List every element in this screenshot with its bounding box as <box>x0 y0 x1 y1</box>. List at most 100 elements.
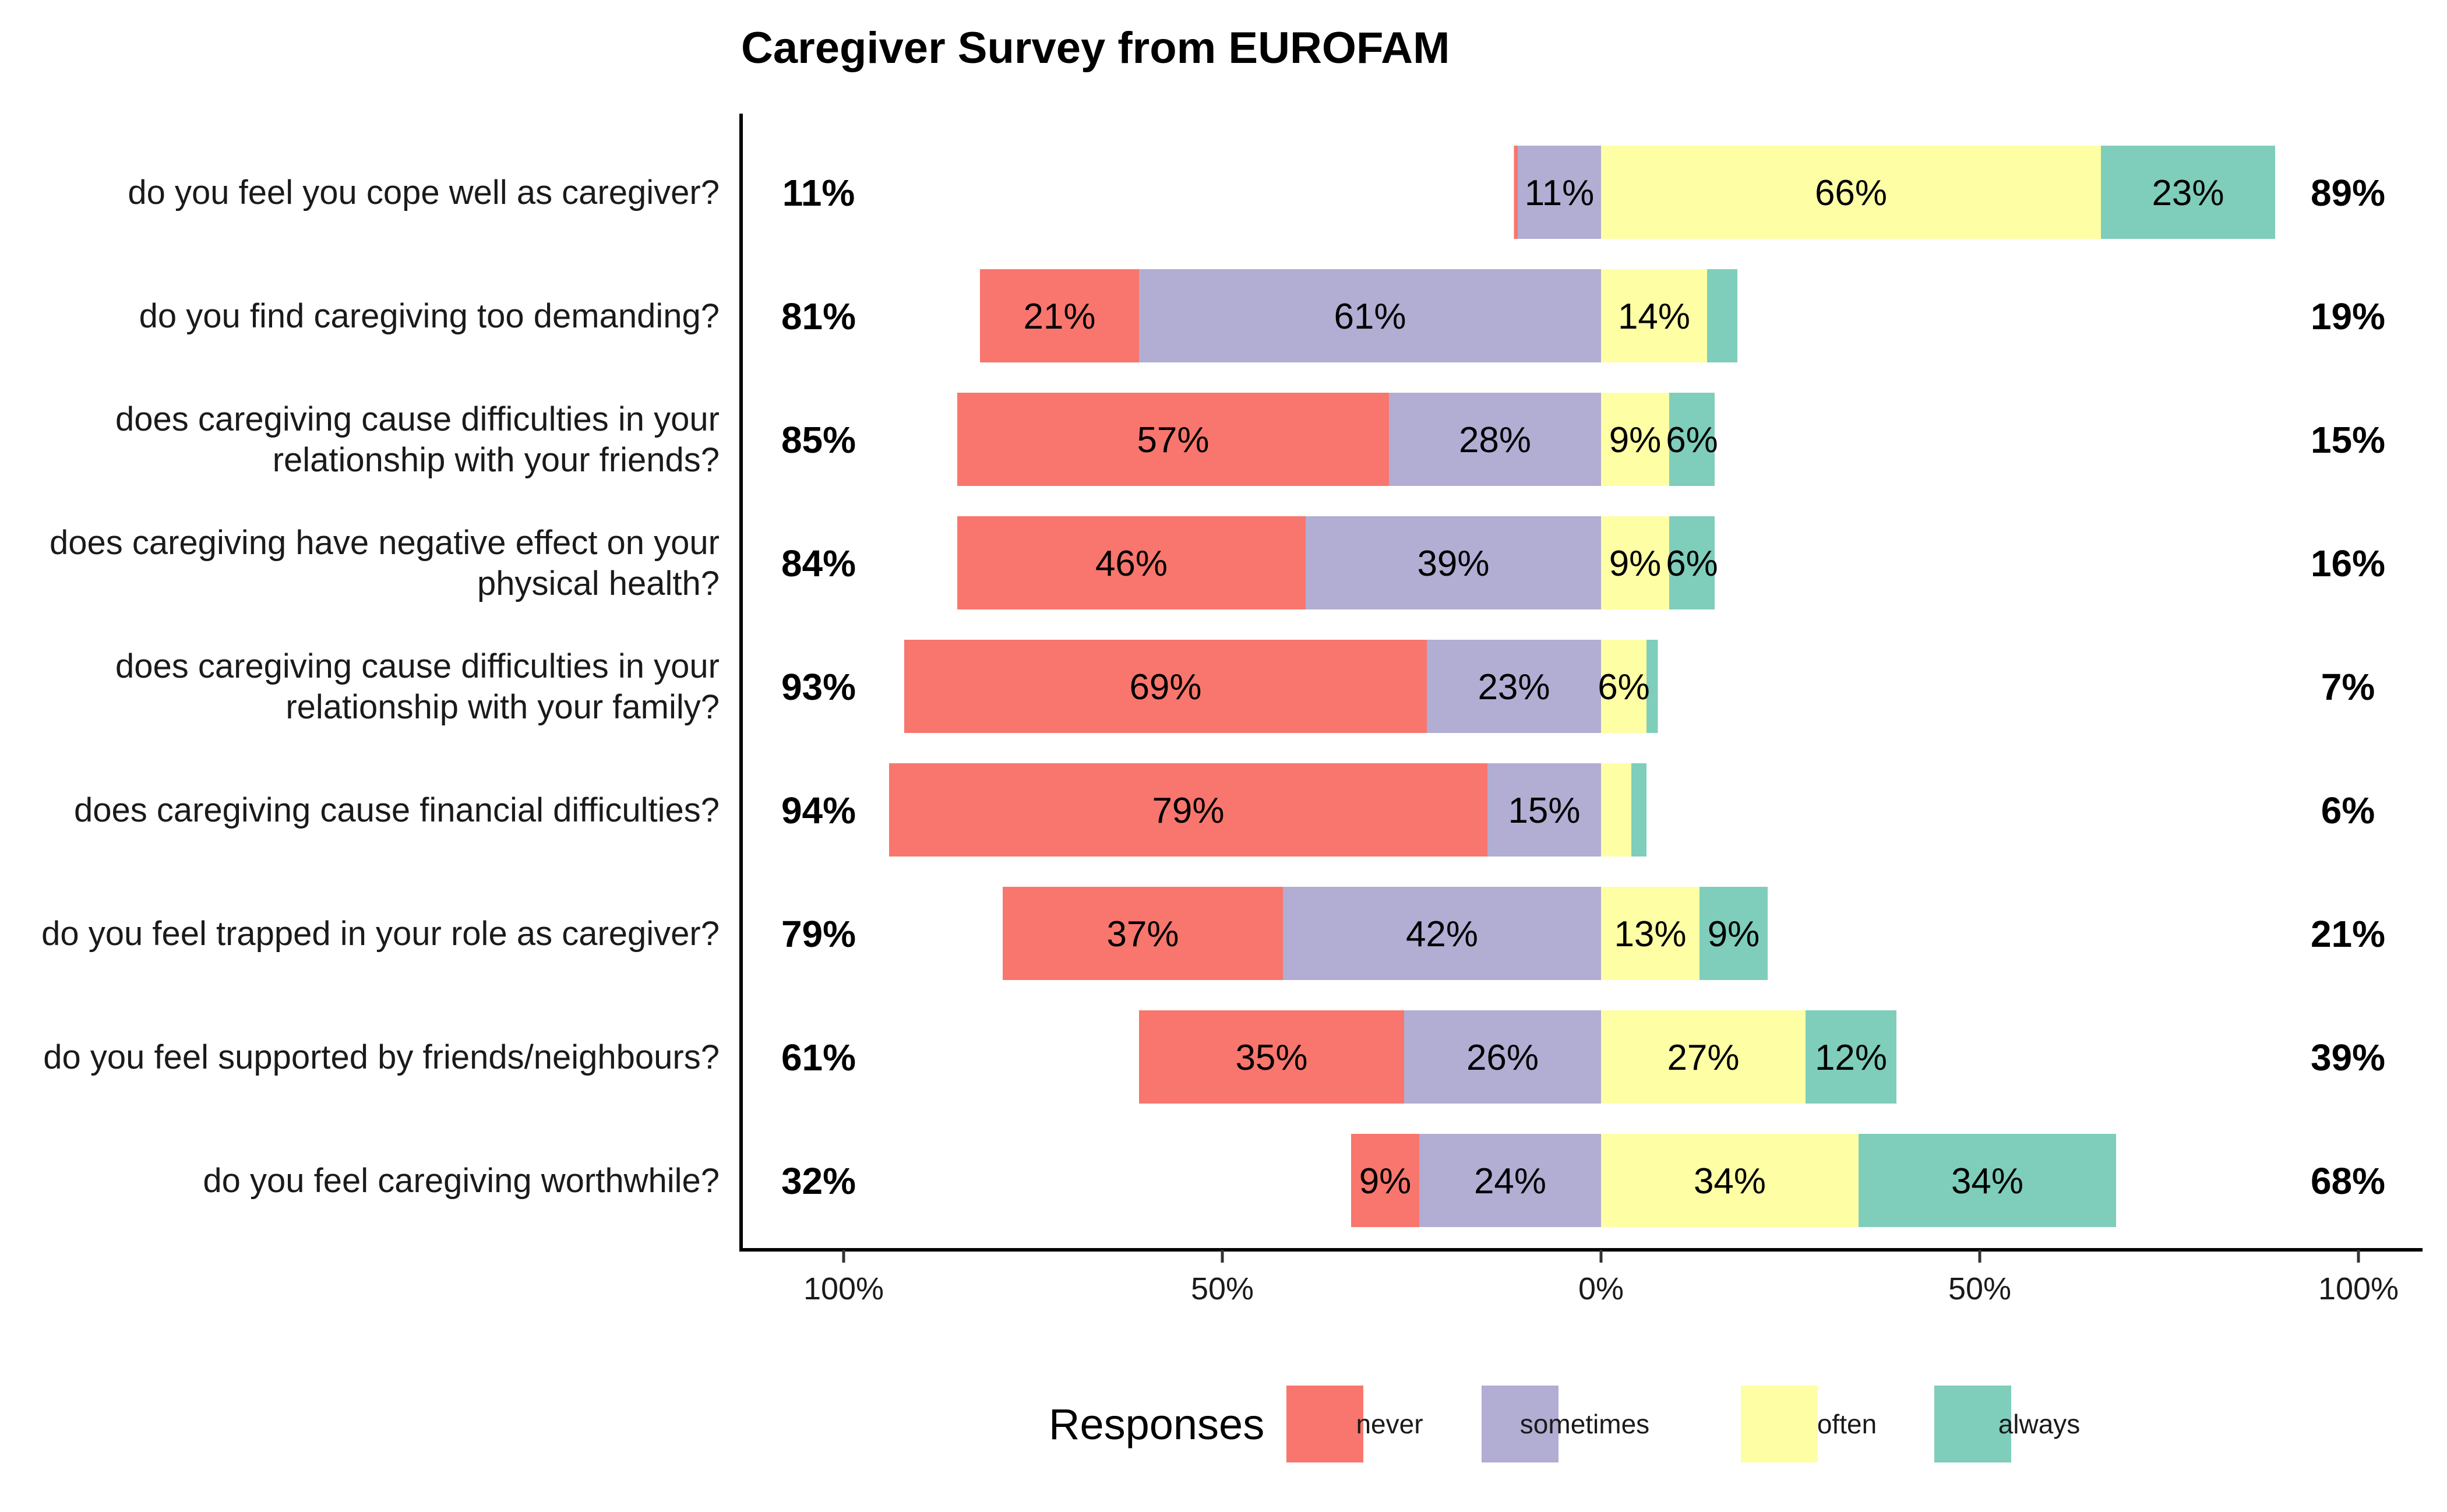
category-label: relationship with your friends? <box>273 441 720 479</box>
x-tick-label: 50% <box>1948 1271 2011 1306</box>
category-label: do you feel trapped in your role as care… <box>41 915 720 953</box>
axes-layer: 100% 50% 0% 50% 100% <box>739 114 2423 1306</box>
bar-always <box>1669 393 1715 486</box>
bar-never <box>1514 146 1518 239</box>
bar-label: 34% <box>1694 1161 1766 1201</box>
right-total-label: 7% <box>2321 666 2375 708</box>
left-total-label: 84% <box>781 542 856 584</box>
legend-key-often <box>1741 1386 1818 1462</box>
category-label: does caregiving cause financial difficul… <box>74 791 720 829</box>
bar-label: 46% <box>1095 544 1168 584</box>
bar-often <box>1601 763 1631 857</box>
bar-label: 26% <box>1466 1038 1539 1078</box>
bar-label: 69% <box>1129 667 1201 707</box>
bar-label: 34% <box>1951 1161 2023 1201</box>
bar-never <box>904 640 1427 733</box>
bar-label: 57% <box>1137 420 1209 460</box>
bar-sometimes <box>1306 516 1601 609</box>
bar-sometimes <box>1427 640 1601 733</box>
bar-label: 14% <box>1618 297 1690 337</box>
left-total-label: 93% <box>781 666 856 708</box>
right-total-label: 39% <box>2311 1037 2385 1079</box>
right-total-label: 19% <box>2311 295 2385 337</box>
bar-sometimes <box>1404 1010 1601 1104</box>
bar-label: 13% <box>1614 914 1686 954</box>
bar-label: 66% <box>1815 173 1887 213</box>
category-label: relationship with your family? <box>285 688 720 726</box>
bar-often <box>1601 887 1699 980</box>
bar-label: 35% <box>1235 1038 1307 1078</box>
bar-label: 12% <box>1815 1038 1887 1078</box>
left-total-label: 94% <box>781 790 856 831</box>
bar-sometimes <box>1419 1134 1601 1227</box>
left-total-label: 79% <box>781 913 856 955</box>
right-total-label: 15% <box>2311 419 2385 461</box>
bar-sometimes <box>1139 269 1601 362</box>
category-label: do you find caregiving too demanding? <box>139 297 720 335</box>
bar-often <box>1601 1010 1806 1104</box>
right-total-label: 89% <box>2311 172 2385 214</box>
bar-never <box>957 393 1389 486</box>
right-total-label: 21% <box>2311 913 2385 955</box>
x-tick-label: 100% <box>2318 1271 2399 1306</box>
bar-sometimes <box>1518 146 1601 239</box>
bar-label: 39% <box>1417 544 1489 584</box>
bar-often <box>1601 146 2101 239</box>
legend-key-always <box>1934 1386 2011 1462</box>
x-tick-label: 100% <box>803 1271 884 1306</box>
legend-title: Responses <box>1049 1400 1264 1448</box>
left-total-label: 61% <box>781 1037 856 1079</box>
legend-label-often: often <box>1817 1409 1877 1439</box>
legend-label-never: never <box>1356 1409 1423 1439</box>
x-tick-label: 50% <box>1191 1271 1254 1306</box>
category-label: does caregiving have negative effect on … <box>50 524 720 562</box>
bar-never <box>1351 1134 1419 1227</box>
legend-key-never <box>1286 1386 1363 1462</box>
bar-never <box>1139 1010 1404 1104</box>
bar-often <box>1601 1134 1859 1227</box>
bar-label: 61% <box>1334 297 1406 337</box>
bar-always <box>1646 640 1658 733</box>
bar-label: 37% <box>1106 914 1179 954</box>
bar-label: 6% <box>1598 667 1650 707</box>
legend-label-sometimes: sometimes <box>1520 1409 1649 1439</box>
bar-label: 9% <box>1359 1161 1412 1201</box>
x-tick-label: 0% <box>1578 1271 1624 1306</box>
bar-always <box>2101 146 2275 239</box>
bar-never <box>889 763 1487 857</box>
bar-label: 6% <box>1666 544 1718 584</box>
bar-sometimes <box>1487 763 1601 857</box>
bar-never <box>957 516 1306 609</box>
bar-always <box>1859 1134 2116 1227</box>
bar-label: 6% <box>1666 420 1718 460</box>
left-total-label: 32% <box>781 1160 856 1202</box>
legend-label-always: always <box>1998 1409 2081 1439</box>
bar-label: 23% <box>2152 173 2224 213</box>
right-total-label: 68% <box>2311 1160 2385 1202</box>
bar-label: 9% <box>1708 914 1760 954</box>
bar-never <box>980 269 1139 362</box>
left-total-label: 11% <box>782 172 855 214</box>
bar-label: 9% <box>1609 544 1662 584</box>
category-label: does caregiving cause difficulties in yo… <box>115 647 720 685</box>
bar-always <box>1699 887 1768 980</box>
bar-label: 23% <box>1478 667 1550 707</box>
left-total-label: 85% <box>781 419 856 461</box>
right-total-label: 16% <box>2311 542 2385 584</box>
bar-always <box>1806 1010 1896 1104</box>
bar-label: 21% <box>1023 297 1095 337</box>
bar-often <box>1601 516 1669 609</box>
bar-label: 9% <box>1609 420 1662 460</box>
category-label: physical health? <box>477 565 720 602</box>
bar-label: 27% <box>1667 1038 1739 1078</box>
labels-layer: 11% 66% 23% 11% 89% do you feel you cope well… <box>41 172 2385 1202</box>
category-label: does caregiving cause difficulties in yo… <box>115 400 720 438</box>
bar-always <box>1669 516 1715 609</box>
category-label: do you feel supported by friends/neighbo… <box>43 1038 720 1076</box>
right-total-label: 6% <box>2321 790 2375 831</box>
bar-sometimes <box>1389 393 1601 486</box>
bar-never <box>1003 887 1283 980</box>
chart-title: Caregiver Survey from EUROFAM <box>741 23 1450 73</box>
bar-label: 15% <box>1508 791 1580 831</box>
